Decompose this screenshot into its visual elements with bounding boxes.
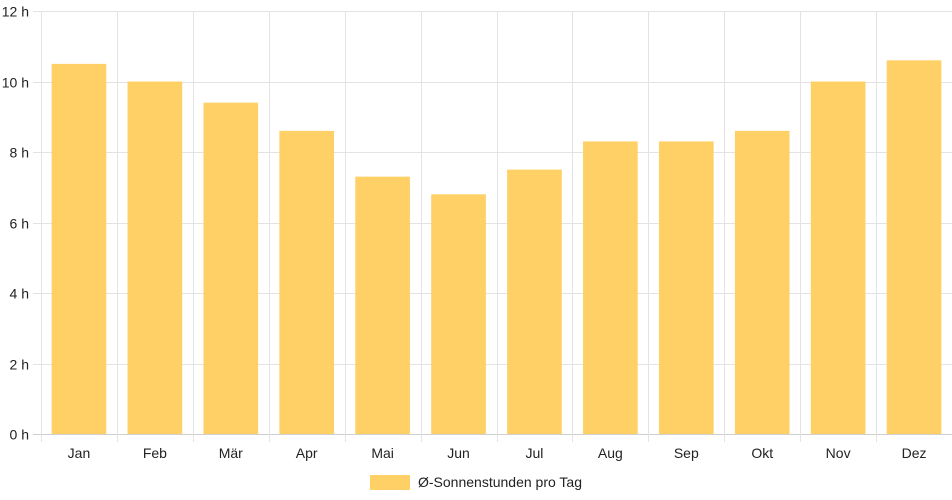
x-tick-label: Nov: [826, 445, 851, 461]
y-tick-label: 0 h: [10, 427, 29, 443]
bar-feb[interactable]: [127, 81, 183, 435]
bar-aug[interactable]: [583, 141, 638, 435]
bar-sep[interactable]: [658, 141, 714, 435]
bar-nov[interactable]: [810, 81, 866, 435]
y-tick-label: 12 h: [2, 4, 29, 20]
x-tick-label: Jul: [526, 445, 544, 461]
bar-dez[interactable]: [886, 60, 942, 434]
bar-mai[interactable]: [355, 176, 410, 435]
y-tick-label: 2 h: [10, 357, 29, 373]
legend[interactable]: Ø-Sonnenstunden pro Tag: [370, 474, 582, 490]
x-tick-label: Mai: [371, 445, 394, 461]
chart-bars: [51, 60, 942, 435]
x-tick-label: Mär: [219, 445, 243, 461]
bar-jan[interactable]: [51, 63, 107, 434]
chart-grid: [33, 11, 952, 442]
bar-jul[interactable]: [507, 169, 562, 434]
y-tick-label: 8 h: [10, 145, 29, 161]
y-axis-ticks: 0 h 2 h 4 h 6 h 8 h 10 h 12 h: [2, 4, 29, 443]
x-tick-label: Okt: [751, 445, 773, 461]
x-tick-label: Jun: [447, 445, 470, 461]
bar-apr[interactable]: [279, 130, 335, 434]
y-tick-label: 10 h: [2, 75, 29, 91]
x-tick-label: Feb: [143, 445, 167, 461]
x-tick-label: Jan: [68, 445, 91, 461]
x-tick-label: Apr: [296, 445, 318, 461]
bar-okt[interactable]: [734, 130, 790, 434]
x-axis-ticks: Jan Feb Mär Apr Mai Jun Jul Aug Sep Okt Nov Dez: [68, 445, 927, 461]
x-tick-label: Sep: [674, 445, 699, 461]
x-tick-label: Dez: [902, 445, 927, 461]
y-tick-label: 6 h: [10, 216, 29, 232]
bar-mär[interactable]: [203, 102, 259, 435]
x-tick-label: Aug: [598, 445, 623, 461]
legend-label[interactable]: Ø-Sonnenstunden pro Tag: [418, 474, 582, 490]
y-tick-label: 4 h: [10, 286, 29, 302]
bar-jun[interactable]: [431, 194, 486, 434]
legend-swatch[interactable]: [370, 475, 410, 490]
